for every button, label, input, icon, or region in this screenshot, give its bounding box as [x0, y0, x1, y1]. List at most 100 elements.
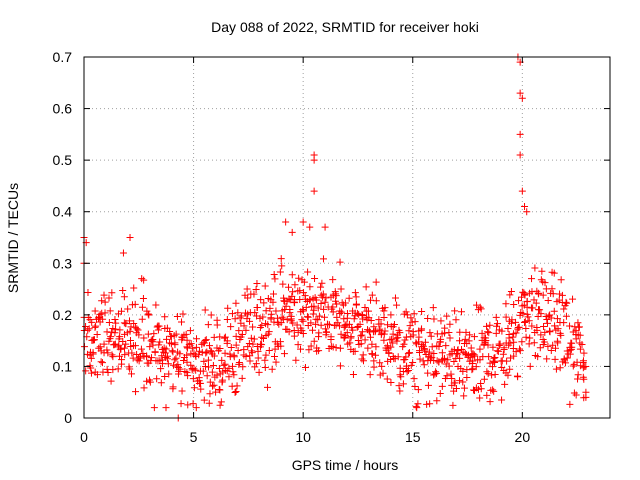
- data-point: [250, 290, 258, 298]
- data-point: [500, 346, 508, 354]
- data-point: [309, 326, 317, 334]
- data-point: [346, 339, 354, 347]
- data-point: [231, 389, 239, 397]
- data-point: [189, 400, 197, 408]
- data-point: [379, 369, 387, 377]
- data-point: [320, 305, 328, 313]
- data-point: [466, 331, 474, 339]
- data-point: [143, 353, 151, 361]
- data-point: [395, 382, 403, 390]
- data-point: [541, 279, 549, 287]
- data-point: [291, 281, 299, 289]
- data-point: [484, 328, 492, 336]
- data-point: [292, 356, 300, 364]
- data-point: [101, 309, 109, 317]
- data-point: [462, 328, 470, 336]
- data-point: [199, 367, 207, 375]
- data-point: [291, 299, 299, 307]
- data-point: [338, 308, 346, 316]
- data-point: [483, 368, 491, 376]
- data-point: [424, 369, 432, 377]
- data-point: [490, 354, 498, 362]
- data-point: [253, 279, 261, 287]
- data-point: [299, 330, 307, 338]
- data-point: [424, 381, 432, 389]
- data-point: [357, 340, 365, 348]
- data-point: [121, 351, 129, 359]
- data-point: [171, 356, 179, 364]
- data-point: [368, 350, 376, 358]
- data-point: [400, 310, 408, 318]
- data-point: [329, 343, 337, 351]
- data-point: [456, 328, 464, 336]
- data-point: [544, 297, 552, 305]
- data-point: [456, 354, 464, 362]
- data-point: [569, 295, 577, 303]
- data-point: [183, 351, 191, 359]
- data-point: [411, 318, 419, 326]
- data-point: [392, 334, 400, 342]
- data-point: [202, 336, 210, 344]
- data-point: [238, 374, 246, 382]
- data-point: [503, 357, 511, 365]
- data-point: [261, 364, 269, 372]
- data-point: [507, 354, 515, 362]
- data-point: [429, 304, 437, 312]
- data-point: [117, 307, 125, 315]
- data-point: [518, 338, 526, 346]
- data-point: [187, 361, 195, 369]
- data-point: [443, 372, 451, 380]
- data-point: [249, 323, 257, 331]
- data-point: [424, 314, 432, 322]
- data-point: [519, 310, 527, 318]
- data-point: [515, 297, 523, 305]
- data-point: [579, 359, 587, 367]
- data-point: [358, 355, 366, 363]
- data-point: [312, 315, 320, 323]
- data-point: [477, 379, 485, 387]
- data-point: [244, 343, 252, 351]
- data-point: [385, 349, 393, 357]
- data-point: [223, 316, 231, 324]
- data-point: [242, 326, 250, 334]
- data-point: [283, 316, 291, 324]
- data-point: [456, 377, 464, 385]
- data-point: [522, 324, 530, 332]
- data-point: [479, 353, 487, 361]
- data-point: [299, 218, 307, 226]
- data-point: [554, 339, 562, 347]
- data-point: [162, 404, 170, 412]
- data-point: [294, 341, 302, 349]
- data-point: [315, 347, 323, 355]
- data-point: [560, 355, 568, 363]
- data-point: [494, 347, 502, 355]
- data-point: [447, 370, 455, 378]
- data-point: [456, 337, 464, 345]
- data-point: [362, 283, 370, 291]
- data-point: [343, 314, 351, 322]
- data-point: [418, 307, 426, 315]
- data-point: [518, 94, 526, 102]
- data-point: [477, 305, 485, 313]
- data-point: [327, 333, 335, 341]
- data-point: [149, 338, 157, 346]
- data-point: [277, 255, 285, 263]
- data-point: [92, 322, 100, 330]
- data-point: [89, 336, 97, 344]
- data-point: [337, 285, 345, 293]
- data-point: [341, 299, 349, 307]
- data-point: [546, 311, 554, 319]
- data-point: [431, 370, 439, 378]
- data-point: [262, 307, 270, 315]
- data-point: [205, 342, 213, 350]
- data-point: [516, 311, 524, 319]
- data-point: [271, 353, 279, 361]
- data-point: [103, 346, 111, 354]
- data-point: [303, 313, 311, 321]
- data-point: [523, 303, 531, 311]
- data-point: [172, 330, 180, 338]
- data-point: [192, 343, 200, 351]
- data-point: [513, 372, 521, 380]
- data-point: [368, 340, 376, 348]
